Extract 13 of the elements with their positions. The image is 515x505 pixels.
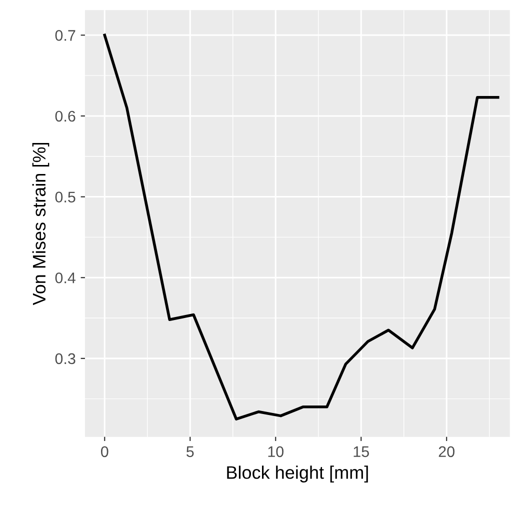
y-tick-label: 0.3 (55, 353, 76, 364)
x-axis-title: Block height [mm] (227, 466, 368, 482)
y-tick-label: 0.4 (55, 272, 76, 284)
y-tick-label: 0.5 (55, 192, 76, 202)
x-tick-label: 10 (268, 446, 284, 458)
x-tick-label: 5 (186, 446, 194, 458)
y-tick-label: 0.6 (55, 110, 76, 122)
line-series (103, 34, 500, 420)
y-axis-title: Von Mises strain [%] (32, 142, 50, 306)
x-tick-label: 20 (438, 446, 454, 458)
x-tick-label: 0 (100, 446, 108, 458)
y-tick-label: 0.7 (55, 30, 76, 41)
x-tick-label: 15 (354, 446, 369, 458)
